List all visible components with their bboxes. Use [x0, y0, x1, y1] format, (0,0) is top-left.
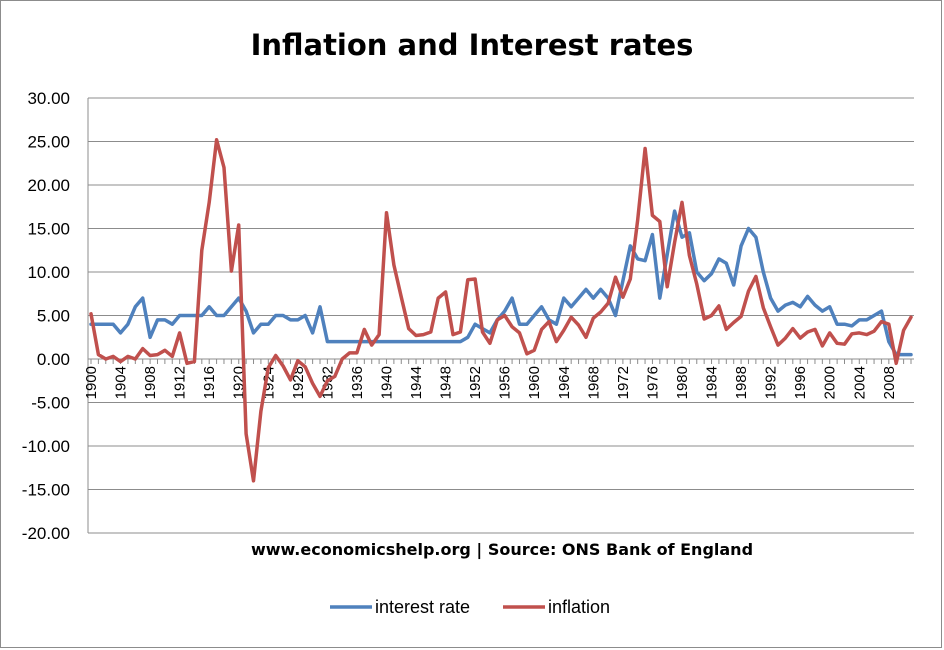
- x-tick-label: 1940: [378, 366, 395, 399]
- y-tick-label: 0.00: [37, 350, 70, 369]
- x-tick-label: 1944: [408, 366, 425, 399]
- x-tick-label: 1972: [615, 366, 632, 399]
- legend-label: interest rate: [375, 597, 470, 617]
- x-tick-label: 1956: [497, 366, 514, 399]
- x-tick-label: 1960: [526, 366, 543, 399]
- x-tick-label: 1908: [142, 366, 159, 399]
- y-tick-label: 5.00: [37, 307, 70, 326]
- x-tick-label: 1936: [349, 366, 366, 399]
- legend-label: inflation: [548, 597, 610, 617]
- chart-title: Inflation and Interest rates: [250, 28, 694, 62]
- x-axis: 1900 1904 1908 1912 1916 1920 1924 1928 1932 1936…: [83, 358, 914, 399]
- y-tick-label: 30.00: [27, 89, 70, 108]
- y-tick-label: -20.00: [22, 524, 70, 543]
- legend: interest rate inflation: [330, 597, 610, 617]
- x-tick-label: 2008: [881, 366, 898, 399]
- y-tick-label: 10.00: [27, 263, 70, 282]
- x-tick-label: 1992: [763, 366, 780, 399]
- y-tick-label: -10.00: [22, 437, 70, 456]
- x-tick-label: 1948: [438, 366, 455, 399]
- x-tick-label: 1916: [201, 366, 218, 399]
- series-line-interest-rate: [89, 209, 913, 357]
- x-tick-label: 2004: [851, 366, 868, 399]
- y-tick-label: -5.00: [31, 394, 70, 413]
- x-tick-label: 1968: [585, 366, 602, 399]
- y-tick-label: 20.00: [27, 176, 70, 195]
- x-tick-label: 2000: [822, 366, 839, 399]
- x-tick-label: 1964: [556, 366, 573, 399]
- x-tick-label: 1900: [83, 366, 100, 399]
- y-axis-ticks: 30.00 25.00 20.00 15.00 10.00 5.00 0.00 -5.00 -1…: [22, 89, 70, 543]
- x-tick-label: 1984: [704, 366, 721, 399]
- x-tick-label: 1988: [733, 366, 750, 399]
- y-tick-label: 25.00: [27, 133, 70, 152]
- x-tick-label: 1952: [467, 366, 484, 399]
- x-tick-label: 1980: [674, 366, 691, 399]
- x-tick-label: 1976: [644, 366, 661, 399]
- series-lines: [89, 138, 913, 483]
- x-tick-label: 1912: [172, 366, 189, 399]
- series-line-inflation: [89, 138, 913, 483]
- x-tick-label: 1904: [113, 366, 130, 399]
- y-tick-label: 15.00: [27, 220, 70, 239]
- source-annotation: www.economicshelp.org | Source: ONS Bank…: [251, 540, 753, 560]
- y-tick-label: -15.00: [22, 481, 70, 500]
- x-tick-label: 1996: [792, 366, 809, 399]
